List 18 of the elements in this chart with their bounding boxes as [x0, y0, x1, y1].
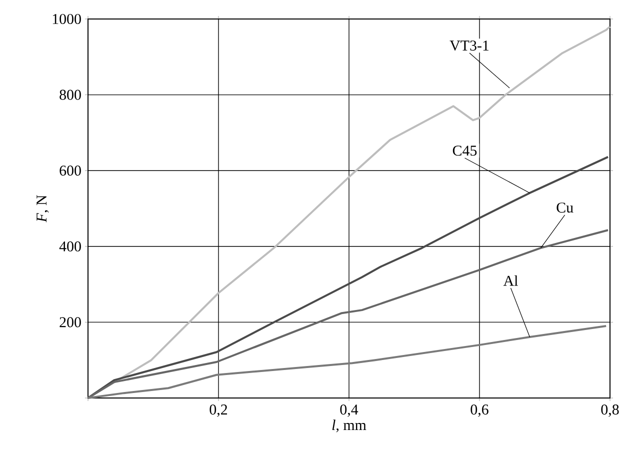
y-tick-label: 800	[60, 90, 81, 100]
y-tick-label: 400	[59, 241, 81, 252]
line-series	[87, 229, 610, 399]
line-series	[87, 156, 610, 399]
line-series	[87, 324, 608, 399]
annotation: Cu	[556, 202, 574, 213]
y-tick-label: 600	[60, 166, 81, 176]
x-tick-label: 0,2	[210, 404, 228, 417]
x-tick-label: 0,6	[470, 404, 488, 417]
y-tick-label: 200	[60, 317, 81, 328]
x-tick-label: 0,4	[340, 404, 358, 417]
x-axis-title: l, mm	[332, 420, 366, 432]
y-tick-label: 1000	[52, 14, 81, 24]
y-axis-title: F, N	[36, 195, 49, 222]
annotation: Al	[503, 275, 518, 286]
x-tick-label: 0,8	[601, 404, 619, 417]
annotation: VT3-1	[450, 40, 489, 51]
annotation: C45	[452, 146, 477, 156]
